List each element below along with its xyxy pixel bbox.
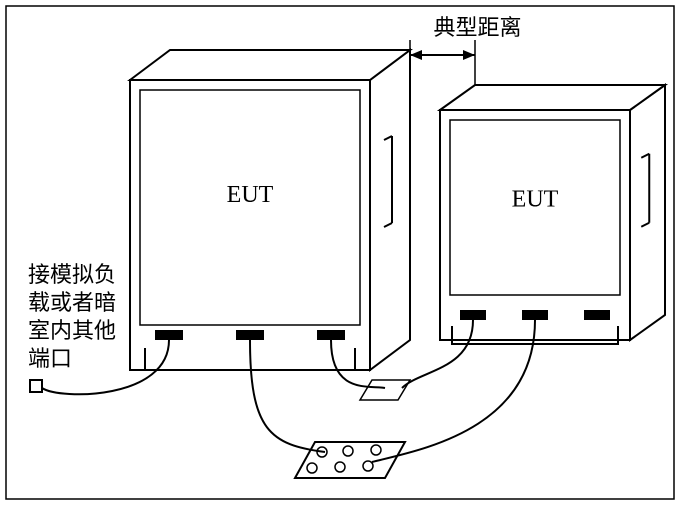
left-note-line-3: 室内其他 (28, 318, 116, 343)
left-note-line-2: 载或者暗 (28, 290, 116, 315)
cabinet-left-port-1 (155, 330, 183, 340)
cabinet-right-front-face (440, 110, 630, 340)
distance-label: 典型距离 (433, 15, 521, 40)
dim-arrowhead-right (463, 50, 475, 60)
cabinet-left-side-face (370, 50, 410, 370)
left-note-line-1: 接模拟负 (28, 262, 116, 287)
cabinet-right-label: EUT (512, 187, 559, 213)
dim-arrowhead-left (410, 50, 422, 60)
cabinet-right-port-3 (584, 310, 610, 320)
terminal-box (30, 380, 42, 392)
cabinet-right-port-1 (460, 310, 486, 320)
cabinet-left-front-face (130, 80, 370, 370)
floor-pad (360, 380, 410, 400)
cabinet-left-port-2 (236, 330, 264, 340)
cabinet-left-port-3 (317, 330, 345, 340)
cabinet-left-top-face (130, 50, 410, 80)
cabinet-right-top-face (440, 85, 665, 110)
cabinet-right-side-face (630, 85, 665, 340)
cabinet-left-label: EUT (227, 182, 274, 208)
cabinet-right-port-2 (522, 310, 548, 320)
left-note-line-4: 端口 (28, 346, 72, 371)
